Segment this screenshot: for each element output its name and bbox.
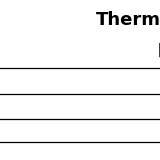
Text: [λ: [λ (158, 43, 160, 58)
Text: Therma: Therma (96, 11, 160, 29)
